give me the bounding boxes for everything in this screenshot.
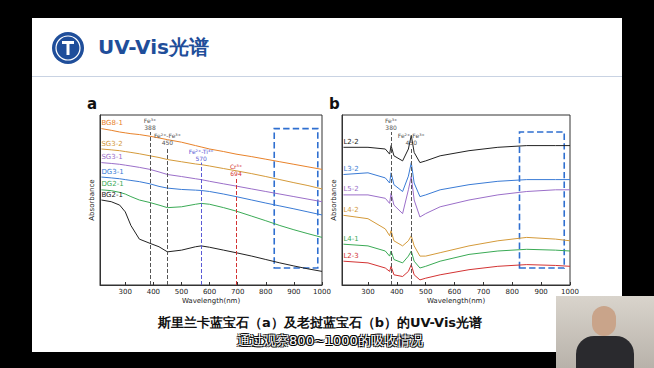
svg-text:b: b	[329, 95, 340, 113]
svg-text:DG2-1: DG2-1	[101, 180, 123, 188]
svg-text:1000: 1000	[313, 288, 331, 296]
svg-text:600: 600	[203, 288, 216, 296]
html-text:通过观察800~1000的吸收情况: 通过观察800~1000的吸收情况	[237, 333, 423, 348]
svg-text:600: 600	[448, 288, 461, 296]
svg-text:SG3-2: SG3-2	[101, 140, 122, 148]
svg-text:450: 450	[406, 139, 418, 146]
svg-text:Absorbance: Absorbance	[88, 179, 96, 220]
svg-text:570: 570	[195, 155, 207, 162]
svg-text:694: 694	[230, 170, 242, 177]
svg-text:Absorbance: Absorbance	[330, 179, 338, 220]
svg-text:DG3-1: DG3-1	[101, 168, 123, 176]
svg-text:Fe³⁺: Fe³⁺	[144, 117, 156, 124]
svg-text:Fe³⁺: Fe³⁺	[385, 117, 397, 124]
svg-text:380: 380	[385, 124, 397, 131]
svg-text:L4-2: L4-2	[343, 206, 358, 214]
svg-text:BG2-1: BG2-1	[101, 191, 123, 199]
svg-text:Wavelength(nm): Wavelength(nm)	[427, 297, 486, 305]
svg-text:800: 800	[506, 288, 519, 296]
svg-text:L4-1: L4-1	[343, 235, 358, 243]
svg-text:300: 300	[361, 288, 374, 296]
svg-text:700: 700	[231, 288, 244, 296]
svg-text:Fe²⁺-Fe³⁺: Fe²⁺-Fe³⁺	[154, 132, 181, 139]
svg-text:L5-2: L5-2	[343, 185, 358, 193]
svg-text:Cr³⁺: Cr³⁺	[230, 163, 242, 170]
svg-text:L3-2: L3-2	[343, 165, 358, 173]
svg-text:L2-2: L2-2	[343, 138, 358, 146]
svg-text:388: 388	[144, 124, 156, 131]
svg-text:900: 900	[287, 288, 300, 296]
svg-text:800: 800	[259, 288, 272, 296]
svg-text:Wavelength(nm): Wavelength(nm)	[182, 297, 241, 305]
svg-text:1000: 1000	[561, 288, 579, 296]
svg-text:SG3-1: SG3-1	[101, 153, 122, 161]
html-text:斯里兰卡蓝宝石（a）及老挝蓝宝石（b）的UV-Vis光谱: 斯里兰卡蓝宝石（a）及老挝蓝宝石（b）的UV-Vis光谱	[157, 315, 483, 330]
svg-text:300: 300	[119, 288, 132, 296]
svg-text:L2-3: L2-3	[343, 252, 358, 260]
svg-text:Fe²⁺-Fe³⁺: Fe²⁺-Fe³⁺	[398, 132, 425, 139]
svg-text:900: 900	[534, 288, 547, 296]
svg-text:400: 400	[390, 288, 403, 296]
svg-text:BG8-1: BG8-1	[101, 119, 123, 127]
svg-text:500: 500	[419, 288, 432, 296]
svg-text:450: 450	[162, 139, 174, 146]
html-text:UV-Vis光谱: UV-Vis光谱	[98, 35, 209, 59]
svg-text:a: a	[87, 95, 97, 113]
svg-text:500: 500	[175, 288, 188, 296]
svg-text:400: 400	[147, 288, 160, 296]
svg-text:700: 700	[477, 288, 490, 296]
svg-text:Fe²⁺-Ti⁴⁺: Fe²⁺-Ti⁴⁺	[189, 148, 214, 155]
